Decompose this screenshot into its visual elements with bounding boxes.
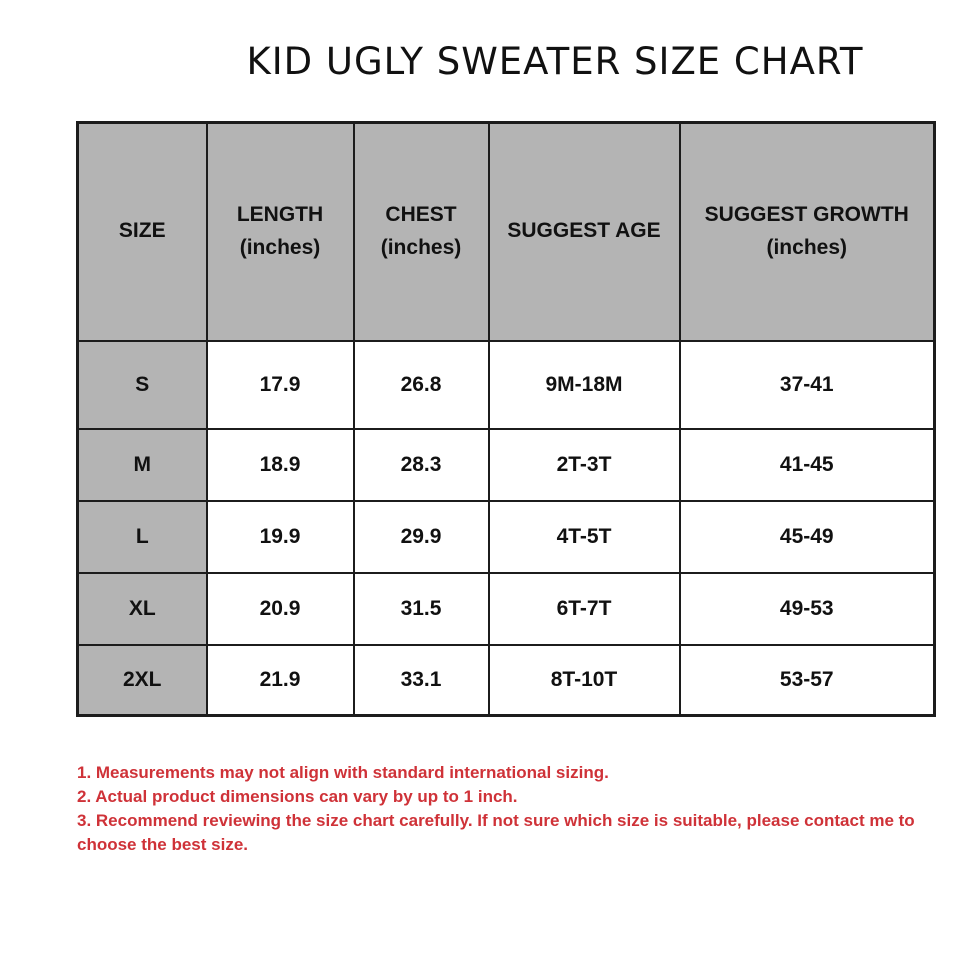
cell-chest-2xl: 33.1	[352, 643, 490, 717]
cell-length-xl: 20.9	[205, 571, 355, 646]
header-cell-length: LENGTH (inches)	[205, 121, 355, 342]
cell-chest-l: 29.9	[352, 499, 490, 574]
cell-size-m: M	[76, 427, 208, 502]
header-cell-chest: CHEST (inches)	[352, 121, 490, 342]
cell-size-2xl: 2XL	[76, 643, 208, 717]
cell-suggest-growth-s: 37-41	[678, 339, 936, 430]
page-title: KID UGLY SWEATER SIZE CHART	[246, 40, 864, 83]
cell-size-s: S	[76, 339, 208, 430]
cell-suggest-growth-m: 41-45	[678, 427, 936, 502]
cell-chest-s: 26.8	[352, 339, 490, 430]
cell-length-2xl: 21.9	[205, 643, 355, 717]
header-cell-size: SIZE	[76, 121, 208, 342]
cell-length-m: 18.9	[205, 427, 355, 502]
cell-chest-xl: 31.5	[352, 571, 490, 646]
header-row: SIZE LENGTH (inches) CHEST (inches) SUGG…	[76, 121, 936, 342]
cell-suggest-age-s: 9M-18M	[487, 339, 681, 430]
cell-suggest-growth-l: 45-49	[678, 499, 936, 574]
cell-suggest-age-l: 4T-5T	[487, 499, 681, 574]
cell-suggest-growth-2xl: 53-57	[678, 643, 936, 717]
cell-suggest-age-2xl: 8T-10T	[487, 643, 681, 717]
cell-chest-m: 28.3	[352, 427, 490, 502]
cell-length-l: 19.9	[205, 499, 355, 574]
cell-length-s: 17.9	[205, 339, 355, 430]
table-row-l: L 19.9 29.9 4T-5T 45-49	[76, 499, 936, 574]
cell-size-l: L	[76, 499, 208, 574]
notes-section: 1. Measurements may not align with stand…	[77, 761, 949, 857]
header-cell-suggest-growth: SUGGEST GROWTH (inches)	[678, 121, 936, 342]
table-row-xl: XL 20.9 31.5 6T-7T 49-53	[76, 571, 936, 646]
size-chart-table: SIZE LENGTH (inches) CHEST (inches) SUGG…	[76, 121, 936, 717]
table-row-m: M 18.9 28.3 2T-3T 41-45	[76, 427, 936, 502]
note-1: 1. Measurements may not align with stand…	[77, 763, 609, 782]
note-3: 3. Recommend reviewing the size chart ca…	[77, 811, 915, 854]
table-row-s: S 17.9 26.8 9M-18M 37-41	[76, 339, 936, 430]
header-cell-suggest-age: SUGGEST AGE	[487, 121, 681, 342]
cell-suggest-age-m: 2T-3T	[487, 427, 681, 502]
cell-size-xl: XL	[76, 571, 208, 646]
table-row-2xl: 2XL 21.9 33.1 8T-10T 53-57	[76, 643, 936, 717]
note-2: 2. Actual product dimensions can vary by…	[77, 787, 518, 806]
cell-suggest-age-xl: 6T-7T	[487, 571, 681, 646]
cell-suggest-growth-xl: 49-53	[678, 571, 936, 646]
